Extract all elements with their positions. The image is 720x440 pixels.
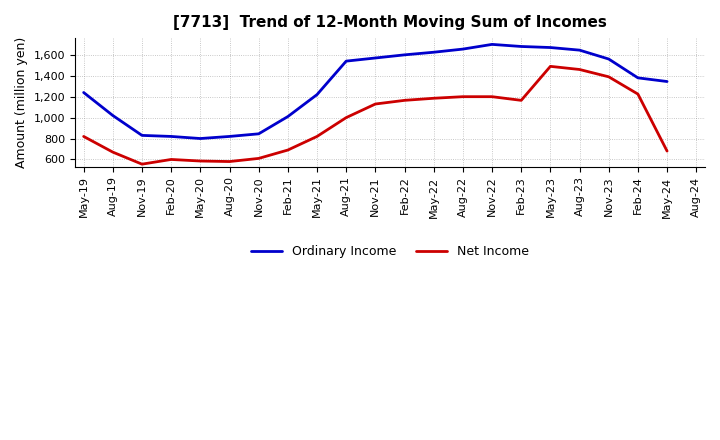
Net Income	[79, 134, 88, 139]
Net Income	[254, 156, 263, 161]
Net Income	[517, 98, 526, 103]
Ordinary Income	[79, 90, 88, 95]
Ordinary Income	[196, 136, 204, 141]
Net Income	[487, 94, 496, 99]
Title: [7713]  Trend of 12-Month Moving Sum of Incomes: [7713] Trend of 12-Month Moving Sum of I…	[173, 15, 607, 30]
Net Income	[429, 95, 438, 101]
Ordinary Income	[575, 48, 584, 53]
Net Income	[138, 161, 146, 167]
Ordinary Income	[662, 79, 671, 84]
Ordinary Income	[487, 42, 496, 47]
Net Income	[109, 150, 117, 155]
Y-axis label: Amount (million yen): Amount (million yen)	[15, 37, 28, 168]
Legend: Ordinary Income, Net Income: Ordinary Income, Net Income	[246, 240, 534, 263]
Net Income	[225, 159, 234, 164]
Ordinary Income	[517, 44, 526, 49]
Ordinary Income	[312, 92, 321, 97]
Ordinary Income	[284, 114, 292, 119]
Net Income	[167, 157, 176, 162]
Ordinary Income	[138, 133, 146, 138]
Net Income	[342, 115, 351, 120]
Net Income	[459, 94, 467, 99]
Ordinary Income	[371, 55, 379, 61]
Net Income	[284, 147, 292, 153]
Net Income	[312, 134, 321, 139]
Net Income	[546, 64, 554, 69]
Net Income	[662, 148, 671, 154]
Ordinary Income	[604, 56, 613, 62]
Net Income	[371, 101, 379, 106]
Ordinary Income	[254, 131, 263, 136]
Ordinary Income	[400, 52, 409, 58]
Net Income	[400, 98, 409, 103]
Ordinary Income	[109, 113, 117, 118]
Ordinary Income	[225, 134, 234, 139]
Net Income	[604, 74, 613, 80]
Ordinary Income	[546, 45, 554, 50]
Ordinary Income	[429, 50, 438, 55]
Line: Ordinary Income: Ordinary Income	[84, 44, 667, 139]
Net Income	[634, 92, 642, 97]
Net Income	[196, 158, 204, 164]
Ordinary Income	[459, 47, 467, 52]
Ordinary Income	[342, 59, 351, 64]
Ordinary Income	[167, 134, 176, 139]
Line: Net Income: Net Income	[84, 66, 667, 164]
Ordinary Income	[634, 75, 642, 81]
Net Income	[575, 67, 584, 72]
